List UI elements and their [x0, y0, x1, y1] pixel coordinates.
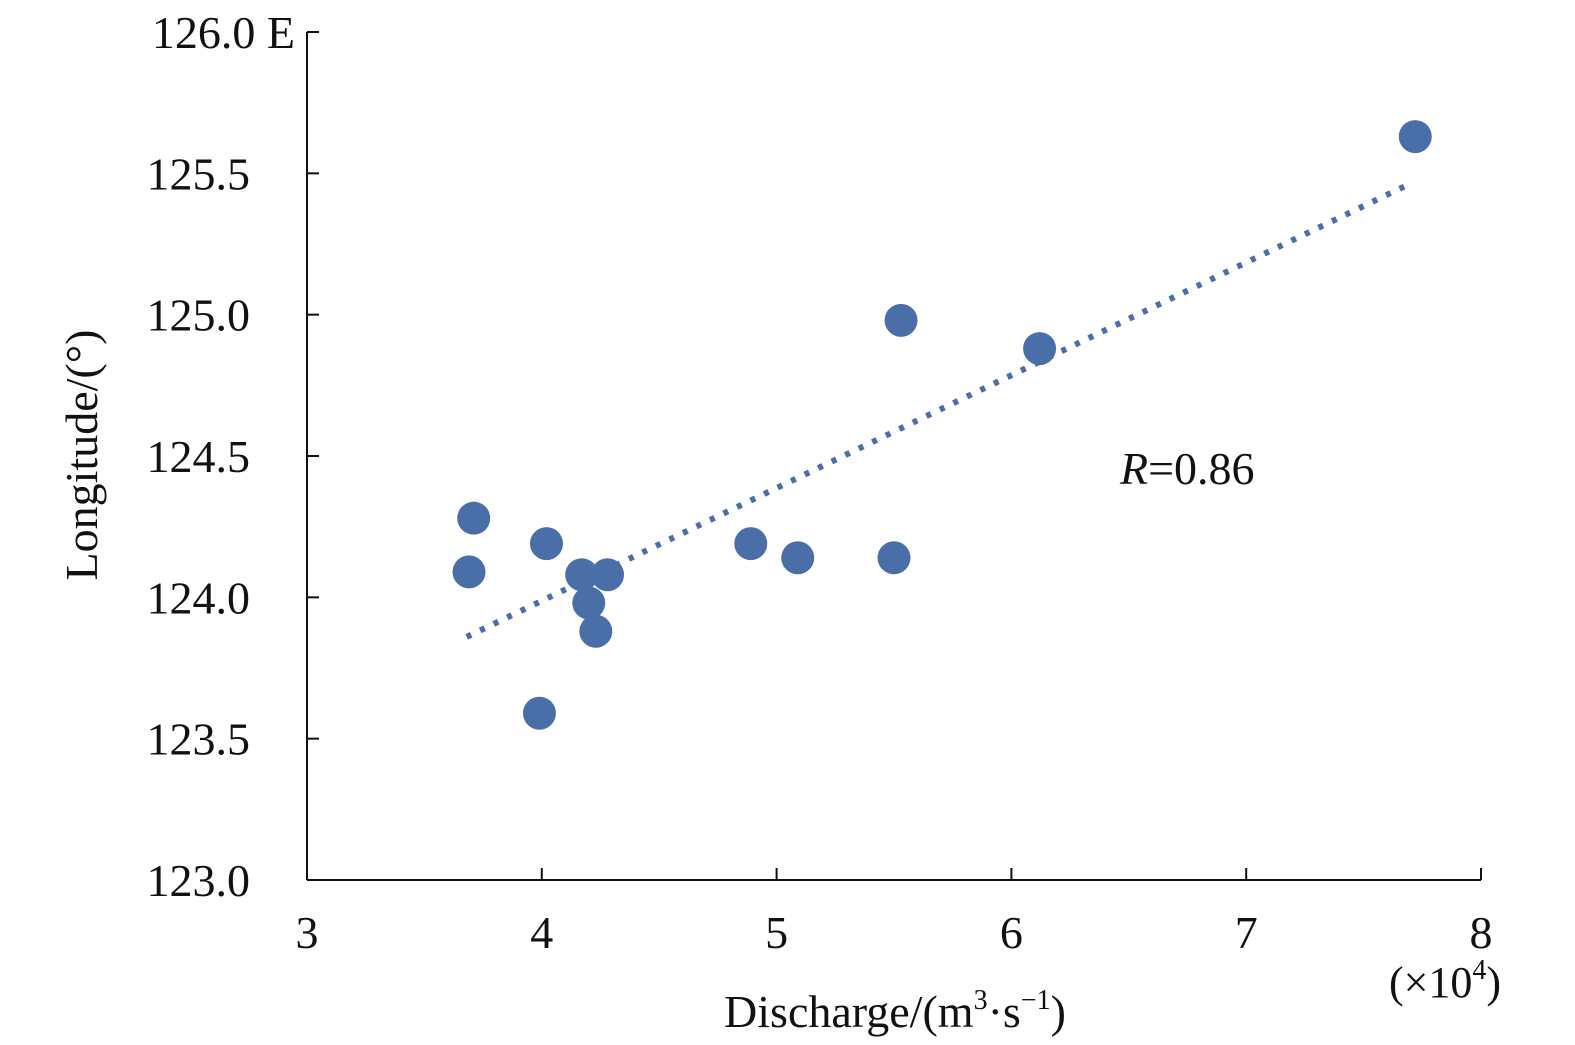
correlation-annotation: R=0.86	[1119, 443, 1255, 494]
data-point	[877, 541, 911, 575]
data-point	[522, 696, 556, 730]
x-tick-label: 7	[1235, 907, 1258, 958]
axes: 3 4 5 6 7 8 123.0 123.5 124.0 124.5 125.0 125.5 126.…	[147, 7, 1493, 958]
x-axis-label: Discharge/(m3·s−1)	[724, 985, 1066, 1037]
y-tick-label: 124.0	[147, 572, 251, 623]
x-tick-label: 8	[1470, 907, 1493, 958]
data-point	[529, 527, 563, 561]
y-tick-label: 126.0 E	[152, 7, 295, 58]
data-point	[452, 555, 486, 589]
data-point	[781, 541, 815, 575]
data-point	[1023, 332, 1057, 366]
data-point	[572, 586, 606, 620]
data-point	[734, 527, 768, 561]
trendline-segment	[465, 181, 1410, 640]
y-tick-label: 124.5	[147, 431, 251, 482]
data-point	[591, 558, 625, 592]
x-multiplier-label: (×104)	[1389, 955, 1501, 1007]
y-tick-label: 125.5	[147, 148, 251, 199]
data-point	[457, 501, 491, 535]
y-axis-label: Longitude/(°)	[56, 330, 107, 581]
y-tick-label: 123.5	[147, 714, 251, 765]
y-tick-label: 123.0	[147, 855, 251, 906]
x-tick-label: 6	[1000, 907, 1023, 958]
data-point	[579, 614, 613, 648]
x-tick-label: 4	[530, 907, 553, 958]
x-tick-label: 3	[296, 907, 319, 958]
y-tick-label: 125.0	[147, 290, 251, 341]
data-point	[1398, 120, 1432, 154]
data-points	[452, 120, 1432, 730]
data-point	[884, 303, 918, 337]
trendline	[465, 181, 1410, 640]
data-point	[565, 558, 599, 592]
x-tick-label: 5	[765, 907, 788, 958]
